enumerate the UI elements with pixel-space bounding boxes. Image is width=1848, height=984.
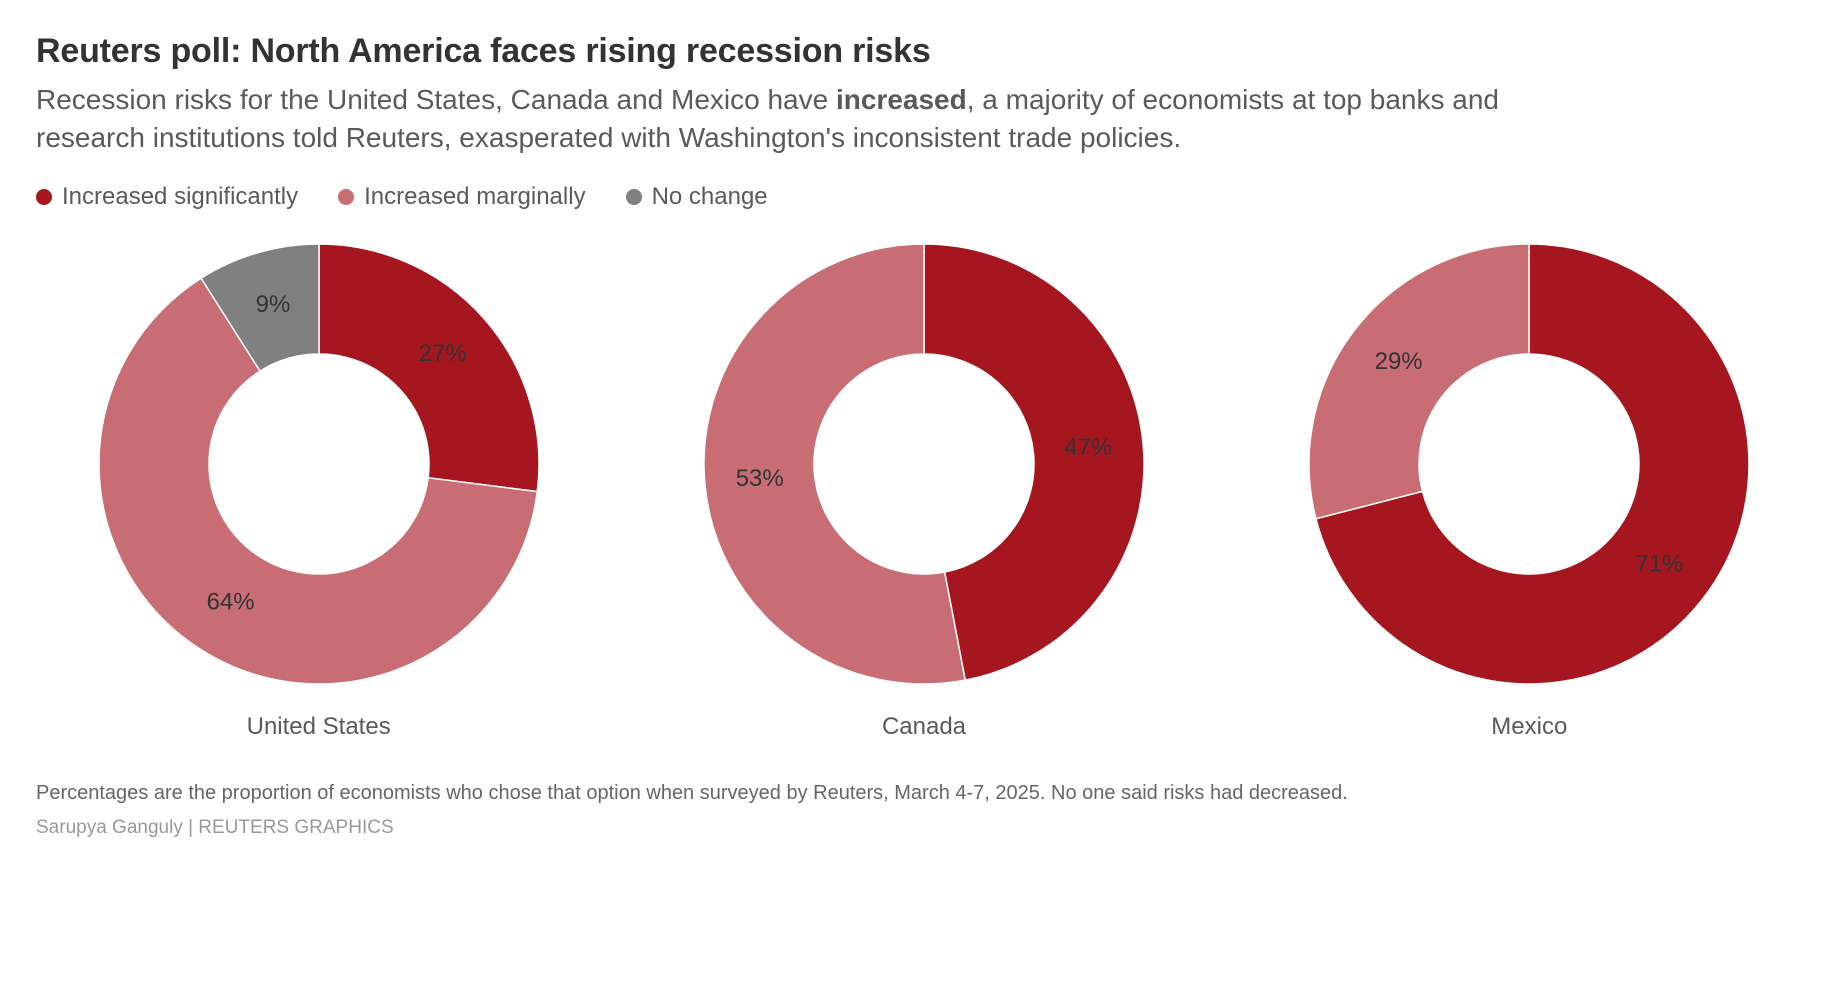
legend-swatch-icon (36, 189, 52, 205)
slice-pct-label: 64% (206, 588, 254, 615)
legend-swatch-icon (626, 189, 642, 205)
infographic-root: Reuters poll: North America faces rising… (0, 0, 1848, 984)
slice-pct-label: 27% (418, 340, 466, 367)
legend-item-significant: Increased significantly (36, 183, 298, 211)
page-title: Reuters poll: North America faces rising… (36, 32, 1812, 71)
slice-pct-label: 9% (255, 290, 290, 317)
donut-slice-sig (319, 244, 539, 492)
subtitle-bold: increased (836, 84, 967, 115)
legend-swatch-icon (338, 189, 354, 205)
legend: Increased significantly Increased margin… (36, 183, 1812, 211)
subtitle-pre: Recession risks for the United States, C… (36, 84, 836, 115)
donut-chart: 47% 53% Canada (641, 229, 1206, 741)
chart-caption: Canada (882, 713, 966, 741)
slice-pct-label: 53% (736, 464, 784, 491)
chart-caption: Mexico (1491, 713, 1567, 741)
legend-label: Increased marginally (364, 183, 585, 211)
slice-pct-label: 71% (1636, 550, 1684, 577)
donut-svg: 27% 64% 9% (84, 229, 554, 699)
credit-line: Sarupya Ganguly | REUTERS GRAPHICS (36, 817, 1812, 839)
chart-caption: United States (247, 713, 391, 741)
legend-item-marginal: Increased marginally (338, 183, 585, 211)
donut-chart: 71% 29% Mexico (1247, 229, 1812, 741)
legend-label: No change (652, 183, 768, 211)
legend-label: Increased significantly (62, 183, 298, 211)
charts-row: 27% 64% 9% United States 47% 53% Canada 71% 29% M… (36, 229, 1812, 741)
donut-svg: 47% 53% (689, 229, 1159, 699)
donut-slice-sig (924, 244, 1144, 680)
page-subtitle: Recession risks for the United States, C… (36, 81, 1536, 157)
donut-slice-marg (1309, 244, 1529, 519)
donut-svg: 71% 29% (1294, 229, 1764, 699)
slice-pct-label: 29% (1375, 348, 1423, 375)
footnote: Percentages are the proportion of econom… (36, 779, 1812, 807)
donut-chart: 27% 64% 9% United States (36, 229, 601, 741)
legend-item-nochange: No change (626, 183, 768, 211)
slice-pct-label: 47% (1064, 433, 1112, 460)
